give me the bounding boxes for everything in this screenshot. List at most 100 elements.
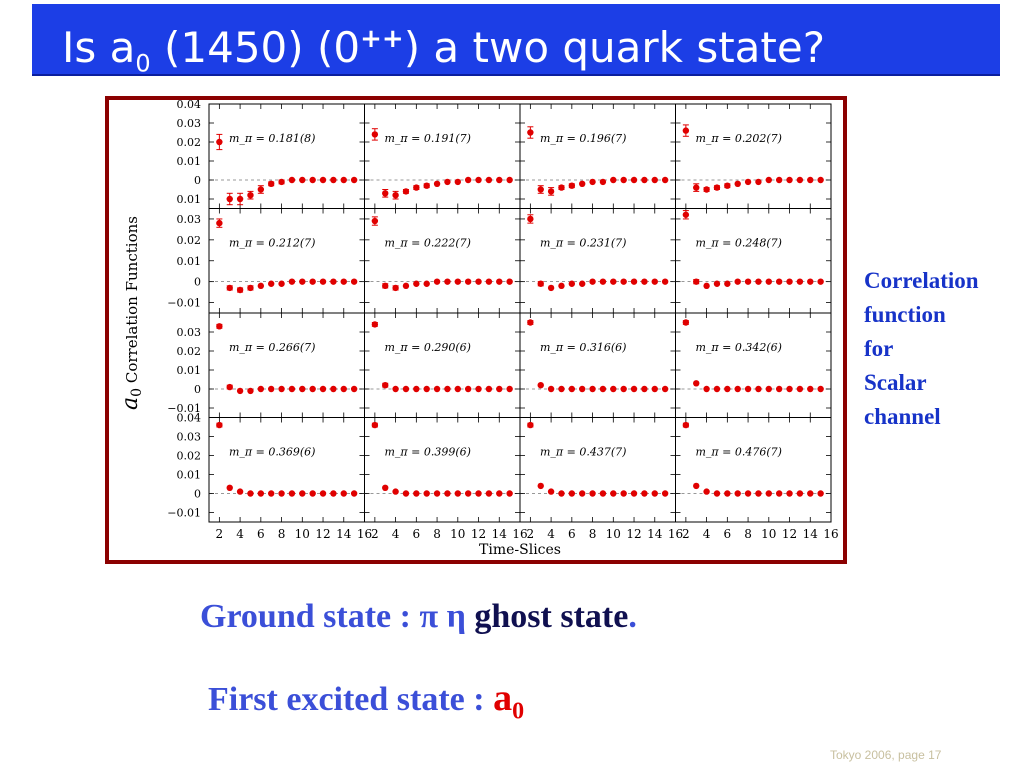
side-caption-line: for — [864, 336, 894, 361]
data-point — [568, 385, 576, 393]
data-point — [309, 490, 316, 497]
data-point — [464, 490, 472, 497]
panel-frame — [364, 208, 521, 314]
data-point — [682, 319, 690, 326]
x-tick-label: 12 — [626, 527, 641, 541]
data-point — [651, 385, 658, 393]
panel-frame — [519, 312, 676, 418]
data-point — [268, 280, 275, 287]
data-point — [402, 282, 410, 290]
data-point — [599, 385, 607, 393]
panel-label: m_π = 0.290(6) — [385, 341, 471, 354]
x-tick-label: 4 — [392, 527, 400, 541]
data-point — [330, 176, 337, 184]
data-point — [216, 323, 223, 330]
data-point — [817, 278, 824, 285]
panel-frame — [364, 312, 521, 418]
x-tick-label: 12 — [471, 527, 486, 541]
data-point — [413, 385, 420, 393]
data-point — [713, 184, 721, 191]
data-point — [786, 490, 793, 497]
data-point — [703, 186, 710, 193]
data-point — [599, 178, 607, 186]
data-point — [641, 385, 648, 393]
data-point — [433, 278, 441, 285]
data-point — [724, 385, 731, 393]
data-point — [392, 385, 399, 393]
y-tick-label: −0.01 — [167, 297, 201, 310]
data-point — [475, 176, 482, 184]
x-tick-label: 6 — [257, 527, 265, 541]
data-point — [693, 278, 700, 285]
y-tick-label: 0.03 — [177, 213, 202, 226]
data-point — [641, 176, 648, 184]
y-tick-label: 0.01 — [177, 364, 202, 377]
a0-letter: a — [493, 677, 513, 719]
data-point — [319, 176, 327, 184]
data-point — [288, 176, 296, 184]
first-excited-state-text: First excited state : a0 — [208, 676, 524, 726]
panel-label: m_π = 0.196(7) — [540, 132, 626, 145]
data-point — [423, 385, 430, 393]
data-point — [423, 280, 430, 287]
data-point — [299, 278, 306, 285]
data-point — [299, 490, 306, 497]
data-point — [765, 278, 772, 285]
data-point — [226, 484, 233, 491]
panel-frame — [364, 417, 521, 523]
data-point — [547, 284, 555, 292]
data-point — [775, 385, 783, 393]
data-point — [620, 176, 627, 184]
data-point — [288, 278, 296, 285]
data-point — [568, 490, 576, 497]
data-point — [288, 490, 296, 497]
y-axis-label-symbol: a — [118, 397, 143, 410]
data-point — [278, 490, 285, 497]
side-caption: Correlation function for Scalar channel — [864, 264, 979, 434]
x-tick-label: 16 — [668, 527, 683, 541]
data-point — [257, 282, 265, 290]
data-point — [309, 176, 316, 184]
data-point — [454, 385, 461, 393]
data-point — [278, 385, 285, 393]
data-point — [734, 278, 741, 285]
panel-label: m_π = 0.476(7) — [696, 446, 782, 459]
data-point — [433, 490, 441, 497]
data-point — [755, 178, 762, 186]
data-point — [537, 382, 544, 389]
data-point — [371, 321, 379, 328]
data-point — [392, 488, 399, 495]
data-point — [734, 490, 741, 497]
y-tick-label: 0.02 — [177, 450, 202, 463]
x-tick-label: 2 — [682, 527, 690, 541]
data-point — [558, 184, 565, 191]
data-point — [641, 490, 648, 497]
data-point — [496, 490, 503, 497]
y-tick-label: 0.01 — [177, 469, 202, 482]
data-point — [288, 385, 296, 393]
panel-label: m_π = 0.191(7) — [385, 132, 471, 145]
data-point — [236, 387, 244, 395]
panel-label: m_π = 0.342(6) — [696, 341, 782, 354]
data-point — [651, 490, 658, 497]
data-point — [392, 284, 399, 292]
data-point — [807, 278, 814, 285]
a0-subscript: 0 — [512, 698, 525, 725]
data-point — [599, 278, 607, 285]
data-point — [527, 215, 534, 223]
data-point — [589, 278, 596, 285]
data-point — [247, 387, 254, 395]
panel-label: m_π = 0.248(7) — [696, 237, 782, 250]
x-tick-label: 8 — [589, 527, 597, 541]
data-point — [444, 278, 451, 285]
data-point — [247, 490, 254, 497]
data-point — [506, 176, 513, 184]
y-tick-label: 0.02 — [177, 234, 202, 247]
x-tick-label: 14 — [492, 527, 508, 541]
panel-frame — [208, 208, 365, 314]
x-tick-label: 16 — [823, 527, 838, 541]
data-point — [236, 488, 244, 495]
panel-frame — [208, 417, 365, 523]
data-point — [506, 278, 513, 285]
data-point — [579, 280, 586, 287]
